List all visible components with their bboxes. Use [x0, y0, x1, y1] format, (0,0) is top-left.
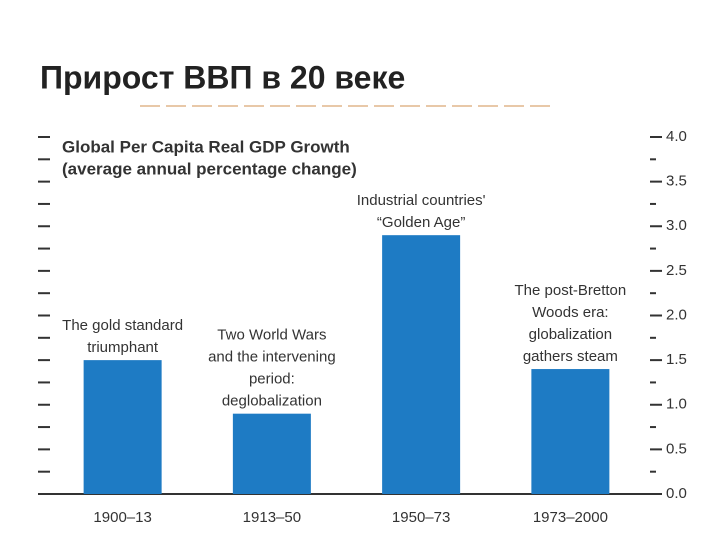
y-tick-label: 1.0	[666, 396, 687, 413]
slide-title: Прирост ВВП в 20 веке	[40, 59, 405, 95]
annotation: The gold standard	[62, 317, 183, 334]
y-tick-label: 1.5	[666, 351, 687, 368]
y-tick-label: 0.0	[666, 485, 687, 502]
x-tick-label: 1950–73	[392, 509, 450, 526]
annotation: Woods era:	[532, 304, 608, 321]
y-tick-label: 3.5	[666, 173, 687, 190]
y-tick-label: 2.0	[666, 306, 687, 323]
y-tick-label: 4.0	[666, 128, 687, 145]
annotation: Industrial countries'	[357, 192, 486, 209]
annotation: triumphant	[87, 339, 159, 356]
annotation: The post-Bretton	[515, 282, 627, 299]
bar	[382, 235, 461, 495]
x-tick-label: 1900–13	[93, 509, 151, 526]
y-tick-label: 3.0	[666, 217, 687, 234]
x-tick-label: 1913–50	[243, 509, 301, 526]
annotation: and the intervening	[208, 349, 336, 366]
bar	[232, 413, 311, 494]
annotation: Two World Wars	[217, 327, 326, 344]
bar	[83, 360, 162, 494]
y-tick-label: 2.5	[666, 262, 687, 279]
annotation: “Golden Age”	[377, 214, 465, 231]
chart-title: Global Per Capita Real GDP Growth	[62, 137, 350, 156]
annotation: deglobalization	[222, 393, 322, 410]
y-tick-label: 0.5	[666, 440, 687, 457]
bar	[531, 369, 610, 494]
annotation: gathers steam	[523, 348, 618, 365]
annotation: period:	[249, 371, 295, 388]
x-tick-label: 1973–2000	[533, 509, 608, 526]
chart-subtitle: (average annual percentage change)	[62, 159, 357, 178]
annotation: globalization	[529, 326, 612, 343]
